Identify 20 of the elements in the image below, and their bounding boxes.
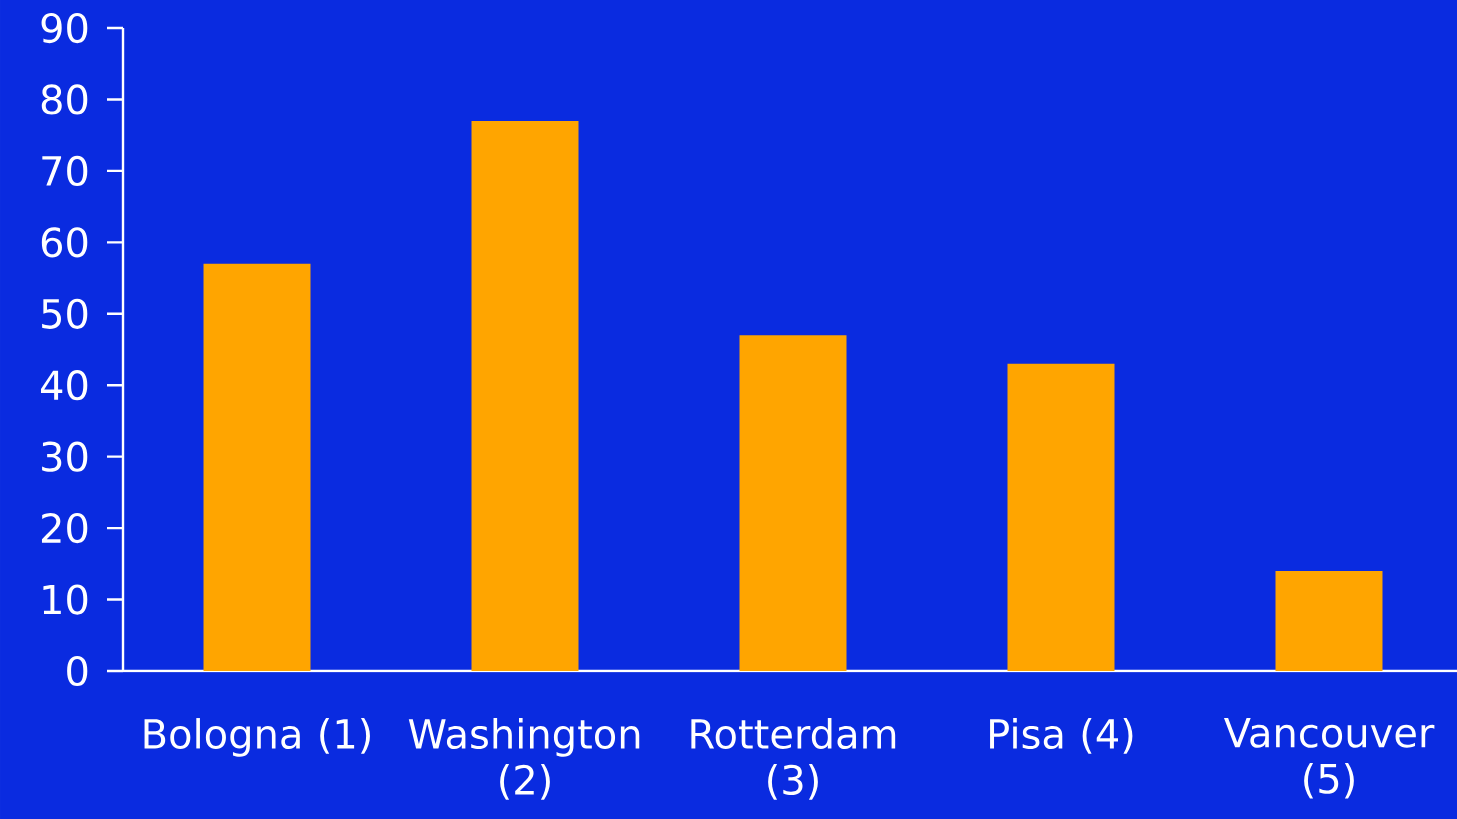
y-tick-label: 30 bbox=[42, 441, 88, 472]
x-tick-label: Rotterdam (3) bbox=[691, 718, 896, 800]
bar bbox=[203, 263, 311, 671]
x-tick-label: Washington (2) bbox=[408, 718, 640, 800]
bar bbox=[1007, 363, 1115, 671]
y-tick-label: 80 bbox=[41, 84, 88, 115]
x-tick-label: Vancouver (5) bbox=[1223, 718, 1435, 799]
y-tick-label: 40 bbox=[40, 370, 88, 401]
x-tick-label: Bologna (1) bbox=[144, 718, 370, 757]
y-tick-label: 0 bbox=[67, 655, 88, 687]
y-tick-label: 60 bbox=[41, 227, 88, 258]
x-tick-label: Pisa (4) bbox=[990, 718, 1133, 754]
y-tick-label: 50 bbox=[42, 298, 88, 329]
bar bbox=[739, 335, 847, 671]
bar bbox=[471, 120, 579, 671]
bar bbox=[1275, 570, 1383, 671]
y-tick-label: 70 bbox=[42, 155, 88, 187]
y-tick-label: 20 bbox=[41, 512, 88, 544]
y-tick-label: 90 bbox=[41, 12, 88, 44]
y-tick-label: 10 bbox=[43, 584, 88, 615]
